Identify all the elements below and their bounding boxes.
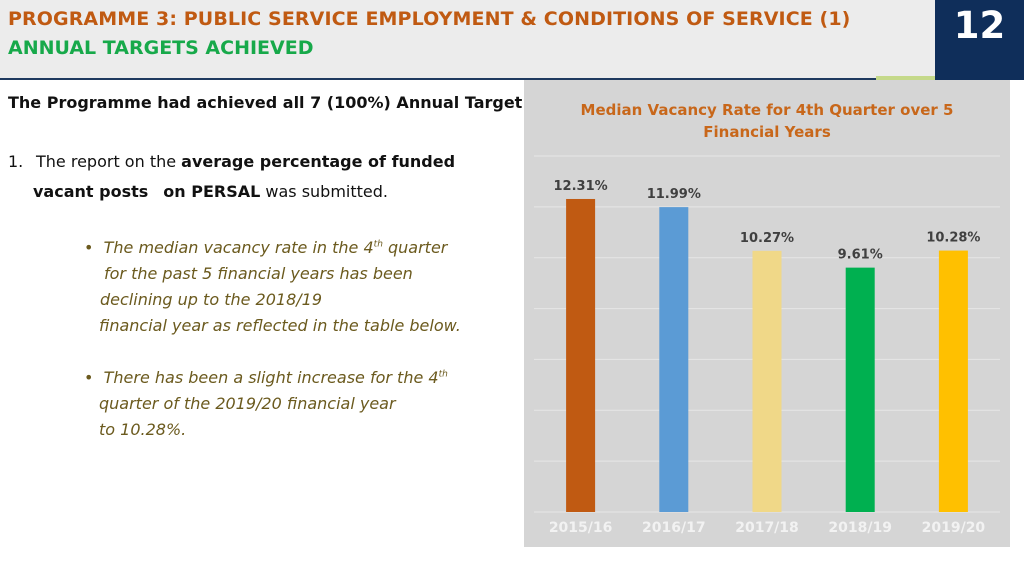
bullet-text: The median vacancy rate in the 4 — [103, 238, 374, 257]
bullet-2-line-2: quarter of the 2019/20 financial year — [99, 394, 396, 413]
x-tick-label: 2019/20 — [922, 520, 986, 536]
bar — [659, 207, 689, 512]
chart-title-line-2: Financial Years — [703, 123, 831, 141]
point-emphasis: on PERSAL — [163, 182, 261, 201]
bar — [845, 267, 875, 512]
bullet-icon: • — [84, 238, 104, 257]
superscript: th — [373, 239, 383, 250]
bullet-2-line-3: to 10.28%. — [99, 420, 187, 439]
data-label: 11.99% — [647, 187, 701, 202]
data-label: 12.31% — [554, 179, 608, 194]
bullet-text: quarter — [382, 238, 448, 257]
intro-text: The Programme had achieved all 7 (100%) … — [8, 93, 522, 112]
data-label: 9.61% — [838, 248, 883, 263]
chart-title: Median Vacancy Rate for 4th Quarter over… — [524, 99, 1010, 143]
point-line-1: The report on the average percentage of … — [36, 152, 455, 171]
bullet-2-line-1: • There has been a slight increase for t… — [84, 368, 448, 387]
slide-subtitle: ANNUAL TARGETS ACHIEVED — [8, 37, 314, 59]
superscript: th — [438, 369, 448, 380]
bullet-text: There has been a slight increase for the… — [103, 368, 439, 387]
x-tick-label: 2015/16 — [549, 520, 613, 536]
x-tick-label: 2016/17 — [642, 520, 706, 536]
bullet-icon: • — [84, 368, 104, 387]
bar — [938, 250, 968, 512]
page-number-box — [935, 0, 1024, 80]
bullet-1-line-3: declining up to the 2018/19 — [100, 290, 322, 309]
point-text: was submitted. — [260, 182, 388, 201]
chart-title-line-1: Median Vacancy Rate for 4th Quarter over… — [580, 101, 954, 119]
bar — [566, 198, 596, 512]
header-bar — [0, 0, 935, 78]
point-line-2: vacant posts on PERSAL was submitted. — [33, 182, 388, 201]
data-label: 10.27% — [740, 231, 794, 246]
point-number: 1. — [8, 152, 24, 171]
x-tick-label: 2017/18 — [735, 520, 799, 536]
header-divider — [0, 78, 935, 80]
x-tick-label: 2018/19 — [828, 520, 892, 536]
bullet-1-line-2: for the past 5 financial years has been — [104, 264, 413, 283]
bar — [752, 250, 782, 512]
point-emphasis: average percentage of funded — [181, 152, 456, 171]
page-number: 12 — [953, 4, 1006, 47]
point-emphasis: vacant posts — [33, 182, 149, 201]
slide-title: PROGRAMME 3: PUBLIC SERVICE EMPLOYMENT &… — [8, 8, 851, 30]
header-accent-strip — [876, 76, 935, 80]
point-text: The report on the — [36, 152, 182, 171]
data-label: 10.28% — [926, 231, 980, 246]
bullet-1-line-4: financial year as reflected in the table… — [99, 316, 461, 335]
bullet-1-line-1: • The median vacancy rate in the 4th qua… — [84, 238, 447, 257]
